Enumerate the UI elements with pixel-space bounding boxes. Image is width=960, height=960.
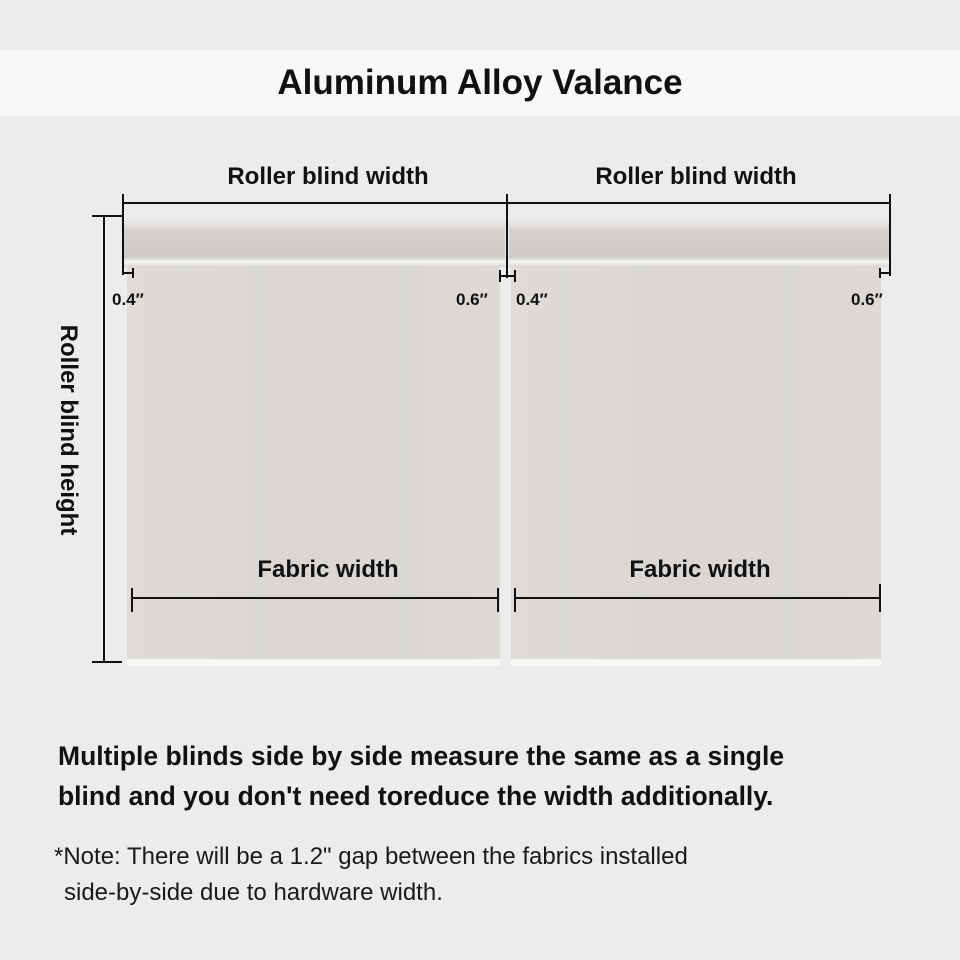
offset-label: 0.6″ bbox=[456, 290, 488, 309]
right-bottom-rail bbox=[511, 659, 881, 666]
offset-label: 0.6″ bbox=[851, 290, 883, 309]
left-bottom-rail bbox=[127, 659, 500, 666]
note-line-2: side-by-side due to hardware width. bbox=[64, 879, 443, 906]
page-title: Aluminum Alloy Valance bbox=[277, 63, 683, 102]
note-line-1: *Note: There will be a 1.2" gap between … bbox=[54, 843, 688, 870]
statement-line-1: Multiple blinds side by side measure the… bbox=[58, 741, 785, 771]
fabric-width-label-right: Fabric width bbox=[629, 556, 771, 583]
roller-width-label-left: Roller blind width bbox=[227, 163, 429, 190]
roller-width-label-right: Roller blind width bbox=[595, 163, 797, 190]
statement-line-2: blind and you don't need toreduce the wi… bbox=[58, 781, 774, 811]
offset-label: 0.4″ bbox=[112, 290, 144, 309]
left-valance bbox=[124, 215, 505, 267]
title-band bbox=[0, 50, 960, 116]
right-valance bbox=[509, 215, 890, 267]
left-fabric-panel bbox=[127, 262, 500, 662]
right-fabric-panel bbox=[511, 262, 881, 662]
roller-height-label: Roller blind height bbox=[55, 324, 82, 536]
fabric-width-label-left: Fabric width bbox=[257, 556, 399, 583]
offset-label: 0.4″ bbox=[516, 290, 548, 309]
